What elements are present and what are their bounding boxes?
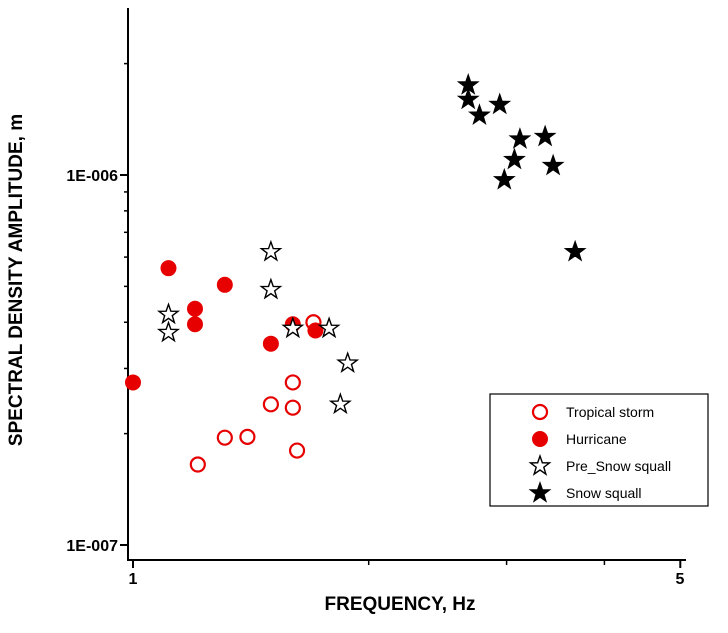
data-point-tropical-storm: [288, 442, 306, 459]
data-point-snow-squall: [541, 153, 565, 176]
data-point-snow-squall: [468, 103, 491, 126]
legend-symbol-0: [531, 403, 549, 421]
legend-label-pre-snow-squall: Pre_Snow squall: [566, 458, 671, 474]
data-point-hurricane: [307, 322, 324, 339]
data-point-pre-snow-squall: [259, 277, 283, 300]
data-point-snow-squall: [563, 239, 587, 262]
x-tick-label-1: 1: [129, 571, 138, 588]
data-point-snow-squall: [533, 124, 557, 147]
data-point-pre-snow-squall: [281, 316, 305, 339]
data-point-hurricane: [186, 300, 203, 317]
x-tick-label-5: 5: [676, 571, 685, 588]
legend-symbol-3: [528, 480, 552, 503]
series-snow-squall: [456, 73, 587, 262]
data-point-snow-squall: [456, 87, 480, 110]
data-point-pre-snow-squall: [328, 392, 352, 415]
legend-label-tropical-storm: Tropical storm: [566, 404, 654, 420]
data-point-tropical-storm: [189, 456, 206, 473]
legend-label-hurricane: Hurricane: [566, 431, 627, 447]
data-point-tropical-storm: [262, 396, 279, 413]
data-point-hurricane: [186, 316, 203, 333]
legend-symbols: [528, 403, 552, 503]
series-tropical-storm: [189, 314, 322, 473]
data-point-tropical-storm: [284, 374, 301, 391]
legend-symbol-1: [532, 431, 548, 447]
data-point-snow-squall: [508, 127, 532, 149]
y-tick-label-1e-006: 1E-006: [66, 168, 118, 185]
data-point-snow-squall: [488, 92, 512, 115]
y-axis-title: SPECTRAL DENSITY AMPLITUDE, m: [6, 114, 27, 446]
y-tick-label-1e-007: 1E-007: [66, 538, 118, 555]
data-point-hurricane: [216, 276, 233, 293]
data-point-hurricane: [125, 374, 141, 391]
data-point-hurricane: [160, 260, 177, 277]
legend: Tropical storm Hurricane Pre_Snow squall…: [489, 393, 709, 507]
data-point-snow-squall: [502, 147, 526, 170]
data-point-pre-snow-squall: [156, 320, 181, 343]
data-point-hurricane: [262, 335, 279, 352]
data-points: [125, 73, 587, 473]
data-point-tropical-storm: [216, 429, 233, 446]
data-point-tropical-storm: [239, 428, 256, 445]
data-point-pre-snow-squall: [317, 316, 341, 339]
legend-symbol-2: [528, 453, 552, 476]
data-point-snow-squall: [492, 167, 516, 190]
data-point-pre-snow-squall: [156, 302, 181, 325]
data-point-tropical-storm: [284, 399, 301, 416]
series-pre-snow-squall: [156, 239, 360, 415]
legend-label-snow-squall: Snow squall: [566, 485, 642, 501]
data-point-pre-snow-squall: [336, 351, 360, 374]
data-point-pre-snow-squall: [259, 239, 283, 262]
x-axis-title: FREQUENCY, Hz: [325, 594, 476, 615]
legend-box: [489, 393, 709, 507]
axes: [120, 8, 686, 568]
